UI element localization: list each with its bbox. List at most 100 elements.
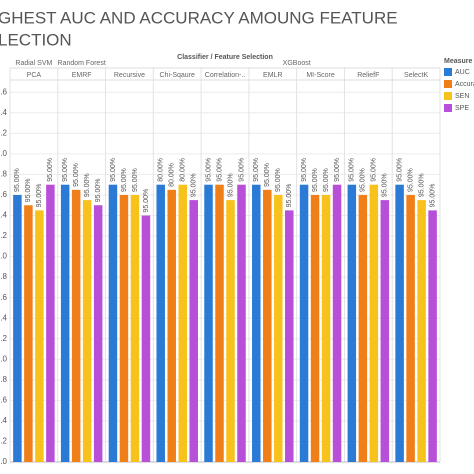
bar-label: 95.00% bbox=[25, 178, 32, 202]
bar-label: 95.00% bbox=[396, 158, 403, 182]
y-tick-label: 1.4 bbox=[0, 313, 8, 322]
bar bbox=[406, 194, 415, 463]
y-tick-label: 0.2 bbox=[0, 437, 8, 446]
y-tick-label: 3.2 bbox=[0, 128, 8, 137]
bar bbox=[119, 194, 129, 463]
bar-label: 95.00% bbox=[84, 173, 91, 197]
bar bbox=[310, 194, 320, 463]
y-tick-label: 2.8 bbox=[0, 170, 8, 179]
bar bbox=[369, 184, 379, 462]
x-category-label: MI-Score bbox=[306, 72, 335, 79]
bar-label: 95.00% bbox=[216, 158, 223, 182]
bar-label: 95.00% bbox=[371, 158, 378, 182]
y-tick-label: 2.2 bbox=[0, 231, 8, 240]
bar bbox=[358, 194, 368, 463]
bar bbox=[24, 205, 33, 463]
legend-label: Accura.. bbox=[455, 81, 474, 88]
bar-label: 95.00% bbox=[349, 158, 356, 182]
legend-title: Measure bbox=[444, 58, 473, 65]
bar bbox=[428, 210, 437, 462]
bar bbox=[60, 184, 70, 462]
bar-label: 95.00% bbox=[191, 173, 198, 197]
bar bbox=[189, 200, 198, 463]
bar bbox=[156, 184, 165, 462]
bar-label: 95.00% bbox=[407, 168, 414, 192]
bar bbox=[167, 189, 176, 463]
bar bbox=[263, 189, 272, 463]
legend-swatch bbox=[444, 92, 452, 100]
bar bbox=[130, 194, 140, 463]
x-category-label: ReliefF bbox=[357, 72, 379, 79]
bar-label: 95.00% bbox=[227, 173, 234, 197]
y-tick-label: 3.0 bbox=[0, 149, 8, 158]
y-tick-label: 1.0 bbox=[0, 354, 8, 363]
bar bbox=[71, 189, 81, 463]
bar-label: 95.00% bbox=[121, 168, 128, 192]
bar bbox=[93, 205, 103, 463]
bar bbox=[417, 200, 426, 463]
chart-subtitle: LECTION bbox=[0, 30, 72, 49]
y-tick-label: 2.0 bbox=[0, 252, 8, 261]
classifier-label: XGBoost bbox=[283, 60, 311, 67]
bar bbox=[274, 194, 283, 463]
header: Classifier / Feature Selection bbox=[177, 54, 273, 61]
legend-label: SPE bbox=[455, 105, 469, 112]
bar bbox=[395, 184, 404, 462]
x-category-label: PCA bbox=[27, 72, 42, 79]
bar bbox=[82, 200, 92, 463]
bar-label: 95.00% bbox=[253, 158, 260, 182]
y-tick-label: 0.4 bbox=[0, 416, 8, 425]
bar-label: 95.00% bbox=[143, 189, 150, 213]
y-tick-label: 2.6 bbox=[0, 190, 8, 199]
bar-label: 95.00% bbox=[360, 168, 367, 192]
bar bbox=[347, 184, 357, 462]
bar bbox=[321, 194, 331, 463]
y-tick-label: 2.4 bbox=[0, 211, 8, 220]
bar-label: 95.00% bbox=[62, 158, 69, 182]
bar-label: 95.00% bbox=[382, 173, 389, 197]
x-category-label: EMRF bbox=[72, 72, 92, 79]
bar bbox=[215, 184, 224, 462]
legend-swatch bbox=[444, 104, 452, 112]
bar-label: 95.00% bbox=[334, 158, 341, 182]
y-tick-label: 3.4 bbox=[0, 108, 8, 117]
y-tick-label: 1.8 bbox=[0, 272, 8, 281]
bar-label: 95.00% bbox=[275, 168, 282, 192]
legend-label: AUC bbox=[455, 69, 470, 76]
bar-label: 95.00% bbox=[238, 158, 245, 182]
classifier-label: Random Forest bbox=[58, 60, 106, 67]
bar-label: 95.00% bbox=[418, 173, 425, 197]
bar bbox=[204, 184, 213, 462]
legend-swatch bbox=[444, 68, 452, 76]
x-category-label: Recursive bbox=[114, 72, 145, 79]
x-category-label: Correlation-.. bbox=[205, 72, 246, 79]
bar-label: 95.00% bbox=[301, 158, 308, 182]
y-tick-label: 0.0 bbox=[0, 457, 8, 466]
bar-label: 95.00% bbox=[132, 168, 139, 192]
bar bbox=[285, 210, 294, 462]
x-category-label: SelectK bbox=[404, 72, 428, 79]
legend-swatch bbox=[444, 80, 452, 88]
classifier-label: Radial SVM bbox=[15, 60, 52, 67]
legend-label: SEN bbox=[455, 93, 469, 100]
bar bbox=[252, 184, 261, 462]
bar-label: 95.00% bbox=[286, 184, 293, 208]
bar-label: 95.00% bbox=[36, 184, 43, 208]
bar bbox=[332, 184, 342, 462]
bar bbox=[178, 184, 187, 462]
bar-label: 95.00% bbox=[110, 158, 117, 182]
bar bbox=[141, 215, 151, 462]
bar bbox=[299, 184, 309, 462]
bar bbox=[35, 210, 44, 462]
bar bbox=[46, 184, 55, 462]
bar-label: 95.00% bbox=[205, 158, 212, 182]
bar bbox=[13, 194, 22, 463]
y-tick-label: 1.6 bbox=[0, 293, 8, 302]
bar bbox=[380, 200, 390, 463]
bar bbox=[108, 184, 118, 462]
chart-title: GHEST AUC AND ACCURACY AMOUNG FEATURE bbox=[0, 8, 398, 27]
x-category-label: EMLR bbox=[263, 72, 282, 79]
bar-label: 95.00% bbox=[14, 168, 21, 192]
bar-label: 95.00% bbox=[312, 168, 319, 192]
